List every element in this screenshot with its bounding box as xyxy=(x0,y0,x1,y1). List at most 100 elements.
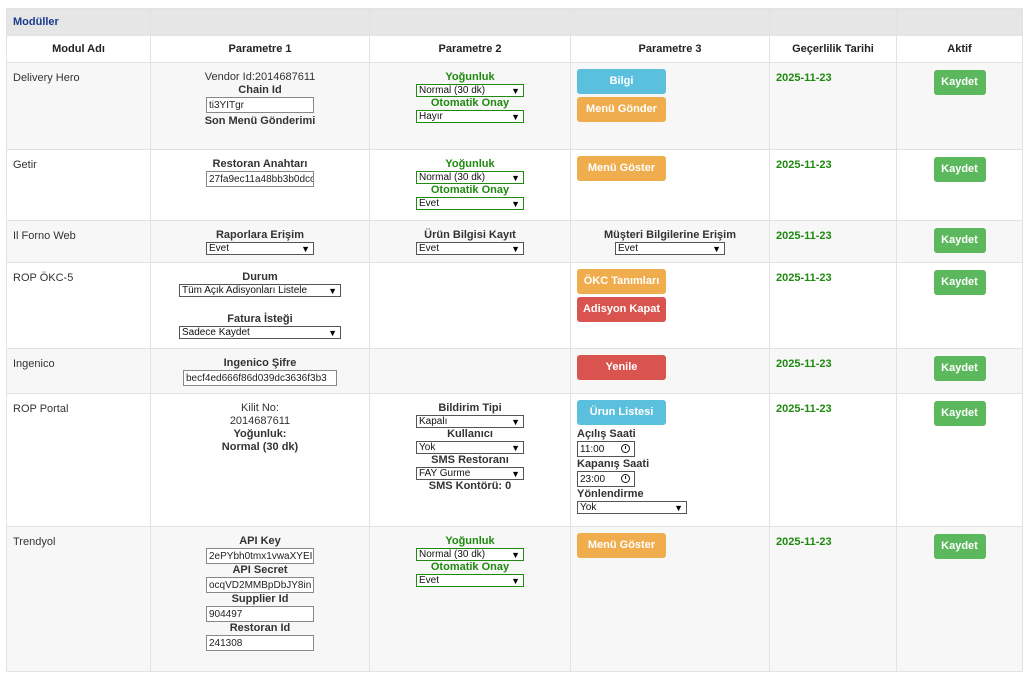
api-secret-input[interactable]: ocqVD2MMBpDbJY8in xyxy=(206,577,314,593)
gecerlilik-date: 2025-11-23 xyxy=(769,220,897,263)
chevron-down-icon: ▼ xyxy=(511,576,520,586)
adisyon-kapat-button[interactable]: Adisyon Kapat xyxy=(577,297,666,322)
urun-listesi-button[interactable]: Ürun Listesi xyxy=(577,400,666,425)
yogunluk-select[interactable]: Normal (30 dk) ▼ xyxy=(416,84,524,97)
yogunluk-label: Yoğunluk xyxy=(445,535,495,547)
otomatik-onay-value: Evet xyxy=(419,575,440,586)
module-name: Getir xyxy=(6,149,151,221)
urun-bilgisi-kayit-label: Ürün Bilgisi Kayıt xyxy=(424,229,516,241)
table-row-ingenico: Ingenico Ingenico Şifre becf4ed666f86d03… xyxy=(6,348,1023,394)
menu-gonder-button[interactable]: Menü Gönder xyxy=(577,97,666,122)
chevron-down-icon: ▼ xyxy=(511,199,520,209)
acilis-saati-value: 11:00 xyxy=(580,444,605,455)
api-key-input[interactable]: 2ePYbh0tmx1vwaXYEI xyxy=(206,548,314,564)
kullanici-value: Yok xyxy=(419,442,436,453)
kapanis-saati-input[interactable]: 23:00 xyxy=(577,471,635,487)
okc-tanimlari-button[interactable]: ÖKC Tanımları xyxy=(577,269,666,294)
table-row-ilforno: Il Forno Web Raporlara Erişim Evet ▼ Ürün… xyxy=(6,220,1023,263)
gecerlilik-date: 2025-11-23 xyxy=(769,526,897,672)
table-row-trendyol: Trendyol API Key 2ePYbh0tmx1vwaXYEI API … xyxy=(6,526,1023,672)
durum-value: Tüm Açık Adisyonları Listele xyxy=(182,285,308,296)
sms-kontoru-text: SMS Kontörü: 0 xyxy=(428,480,512,492)
urun-bilgisi-kayit-select[interactable]: Evet ▼ xyxy=(416,242,524,255)
supplier-id-input[interactable]: 904497 xyxy=(206,606,314,622)
yonlendirme-label: Yönlendirme xyxy=(577,488,644,500)
sms-restorani-value: FAY Gurme xyxy=(419,468,471,479)
module-name: Delivery Hero xyxy=(6,62,151,150)
kaydet-button[interactable]: Kaydet xyxy=(933,401,986,426)
kaydet-button[interactable]: Kaydet xyxy=(933,270,986,295)
chevron-down-icon: ▼ xyxy=(511,173,520,183)
gecerlilik-date: 2025-11-23 xyxy=(769,149,897,221)
vendor-id-text: Vendor Id:2014687611 xyxy=(204,71,316,83)
yogunluk-select[interactable]: Normal (30 dk) ▼ xyxy=(416,171,524,184)
yogunluk-label: Yoğunluk: xyxy=(233,428,287,440)
col-header-aktif: Aktif xyxy=(896,35,1023,63)
chain-id-input[interactable]: ti3YITgr xyxy=(206,97,314,113)
section-title: Modüller xyxy=(6,8,151,36)
kullanici-select[interactable]: Yok ▼ xyxy=(416,441,524,454)
otomatik-onay-select[interactable]: Hayır ▼ xyxy=(416,110,524,123)
otomatik-onay-value: Hayır xyxy=(419,111,443,122)
menu-goster-button[interactable]: Menü Göster xyxy=(577,533,666,558)
chevron-down-icon: ▼ xyxy=(674,503,683,513)
gecerlilik-date: 2025-11-23 xyxy=(769,348,897,394)
col-header-date: Geçerlilik Tarihi xyxy=(769,35,897,63)
clock-icon xyxy=(621,474,630,483)
kaydet-button[interactable]: Kaydet xyxy=(933,534,986,559)
yogunluk-value: Normal (30 dk) xyxy=(221,441,299,453)
kapanis-saati-label: Kapanış Saati xyxy=(577,458,650,470)
yogunluk-value: Normal (30 dk) xyxy=(419,549,486,560)
kilit-no-label: Kilit No: xyxy=(241,402,279,414)
yogunluk-value: Normal (30 dk) xyxy=(419,85,486,96)
kaydet-button[interactable]: Kaydet xyxy=(933,228,986,253)
chevron-down-icon: ▼ xyxy=(511,86,520,96)
otomatik-onay-select[interactable]: Evet ▼ xyxy=(416,574,524,587)
chevron-down-icon: ▼ xyxy=(511,112,520,122)
api-key-label: API Key xyxy=(239,535,281,547)
chevron-down-icon: ▼ xyxy=(511,469,520,479)
kapanis-saati-value: 23:00 xyxy=(580,474,606,485)
module-name: Il Forno Web xyxy=(6,220,151,263)
sms-restorani-select[interactable]: FAY Gurme ▼ xyxy=(416,467,524,480)
ingenico-sifre-input[interactable]: becf4ed666f86d039dc3636f3b3 xyxy=(183,370,337,386)
otomatik-onay-value: Evet xyxy=(419,198,440,209)
table-row-rop-okc: ROP ÖKC-5 Durum Tüm Açık Adisyonları Lis… xyxy=(6,262,1023,349)
bildirim-tipi-label: Bildirim Tipi xyxy=(438,402,502,414)
raporlara-erisim-select[interactable]: Evet ▼ xyxy=(206,242,314,255)
bildirim-tipi-value: Kapalı xyxy=(419,416,448,427)
acilis-saati-input[interactable]: 11:00 xyxy=(577,441,635,457)
fatura-istegi-select[interactable]: Sadece Kaydet ▼ xyxy=(179,326,341,339)
fatura-istegi-value: Sadece Kaydet xyxy=(182,327,250,338)
chevron-down-icon: ▼ xyxy=(301,244,310,254)
yenile-button[interactable]: Yenile xyxy=(577,355,666,380)
restoran-id-input[interactable]: 241308 xyxy=(206,635,314,651)
musteri-bilgileri-select[interactable]: Evet ▼ xyxy=(615,242,725,255)
yogunluk-label: Yoğunluk xyxy=(445,158,495,170)
bilgi-button[interactable]: Bilgi xyxy=(577,69,666,94)
kilit-no-value: 2014687611 xyxy=(229,415,291,427)
yonlendirme-select[interactable]: Yok ▼ xyxy=(577,501,687,514)
chevron-down-icon: ▼ xyxy=(511,550,520,560)
otomatik-onay-label: Otomatik Onay xyxy=(430,97,510,109)
module-name: ROP Portal xyxy=(6,393,151,527)
yogunluk-select[interactable]: Normal (30 dk) ▼ xyxy=(416,548,524,561)
bildirim-tipi-select[interactable]: Kapalı ▼ xyxy=(416,415,524,428)
col-header-param3: Parametre 3 xyxy=(570,35,770,63)
durum-label: Durum xyxy=(242,271,278,283)
module-name: Trendyol xyxy=(6,526,151,672)
restoran-anahtari-input[interactable]: 27fa9ec11a48bb3b0dcc xyxy=(206,171,314,187)
kaydet-button[interactable]: Kaydet xyxy=(933,70,986,95)
chevron-down-icon: ▼ xyxy=(511,244,520,254)
kaydet-button[interactable]: Kaydet xyxy=(933,157,986,182)
kaydet-button[interactable]: Kaydet xyxy=(933,356,986,381)
otomatik-onay-select[interactable]: Evet ▼ xyxy=(416,197,524,210)
gecerlilik-date: 2025-11-23 xyxy=(769,62,897,150)
modules-table: Modüller Modul Adı Parametre 1 Parametre… xyxy=(6,8,1023,672)
chain-id-label: Chain Id xyxy=(238,84,282,96)
chevron-down-icon: ▼ xyxy=(511,443,520,453)
kullanici-label: Kullanıcı xyxy=(447,428,493,440)
menu-goster-button[interactable]: Menü Göster xyxy=(577,156,666,181)
restoran-id-label: Restoran Id xyxy=(229,622,291,634)
durum-select[interactable]: Tüm Açık Adisyonları Listele ▼ xyxy=(179,284,341,297)
